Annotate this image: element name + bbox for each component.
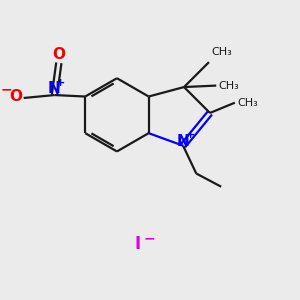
- Text: −: −: [1, 83, 13, 97]
- Text: CH₃: CH₃: [237, 98, 258, 108]
- Text: N: N: [47, 81, 60, 96]
- Text: +: +: [56, 78, 65, 88]
- Text: O: O: [9, 89, 22, 104]
- Text: N: N: [177, 134, 190, 149]
- Text: CH₃: CH₃: [211, 47, 232, 57]
- Text: CH₃: CH₃: [219, 81, 239, 91]
- Text: −: −: [144, 231, 156, 245]
- Text: O: O: [52, 46, 65, 62]
- Text: +: +: [186, 130, 196, 140]
- Text: I: I: [134, 235, 140, 253]
